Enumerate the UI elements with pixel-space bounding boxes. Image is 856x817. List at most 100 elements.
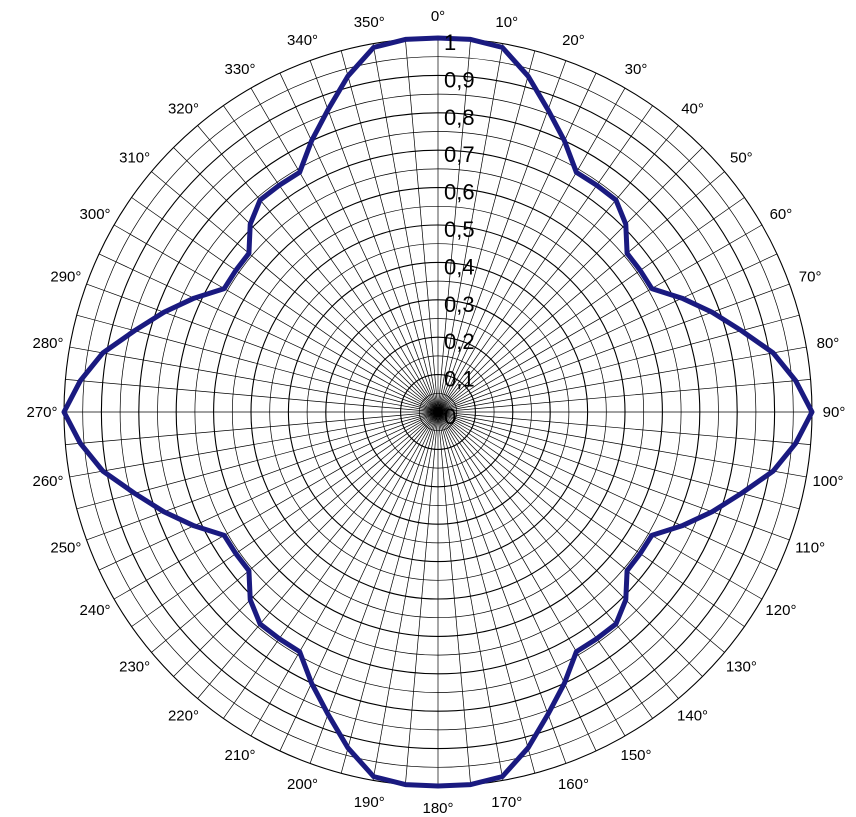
grid-spoke (309, 60, 439, 413)
grid-spoke (86, 411, 439, 541)
grid-spoke (437, 50, 536, 413)
angle-tick-label: 170° (491, 794, 522, 811)
grid-spoke (65, 411, 439, 445)
grid-spoke (405, 411, 439, 785)
grid-spoke (437, 253, 778, 413)
grid-spoke (279, 72, 439, 413)
radial-tick-label: 0,8 (444, 105, 475, 130)
angle-tick-label: 220° (168, 707, 199, 724)
grid-spoke (131, 197, 439, 413)
angle-tick-label: 260° (33, 473, 64, 490)
angle-tick-label: 160° (558, 776, 589, 793)
grid-spoke (437, 147, 703, 413)
grid-spoke (437, 411, 807, 478)
angle-tick-label: 110° (795, 539, 825, 556)
series-layer (61, 35, 815, 789)
grid-spoke (437, 379, 811, 413)
grid-spoke (437, 197, 745, 413)
radial-tick-label: 0,2 (444, 329, 475, 354)
radial-tick-label: 0,5 (444, 217, 475, 242)
grid-spoke (437, 411, 745, 627)
angle-tick-label: 350° (354, 14, 385, 31)
radial-tick-label: 0,9 (444, 67, 475, 92)
grid-spoke (437, 72, 597, 413)
angle-tick-label: 200° (287, 776, 318, 793)
grid-spoke (98, 411, 439, 571)
angle-tick-label: 120° (765, 602, 796, 619)
grid-spoke (98, 253, 439, 413)
grid-spoke (437, 411, 800, 510)
grid-spoke (76, 411, 439, 510)
angle-tick-label: 190° (354, 794, 385, 811)
grid-spoke (437, 39, 471, 413)
angle-tick-label: 80° (817, 335, 840, 352)
grid-spoke (113, 411, 439, 600)
grid-spoke (437, 105, 653, 413)
grid-spoke (250, 411, 439, 737)
grid-spoke (372, 43, 439, 413)
radial-tick-labels: 0 0,1 0,2 0,3 0,4 0,5 0,6 0,7 0,8 0,9 1 (444, 30, 475, 429)
grid-spoke (437, 411, 679, 699)
grid-spoke (86, 283, 439, 413)
grid-spoke (437, 224, 763, 413)
grid-spoke (437, 43, 504, 413)
grid-spoke (372, 411, 439, 781)
grid-spoke (250, 87, 439, 413)
angle-tick-label: 250° (50, 539, 81, 556)
angle-tick-label: 10° (495, 14, 518, 31)
angular-grid-spokes (64, 38, 812, 786)
grid-spoke (437, 411, 778, 571)
angle-tick-label: 30° (625, 61, 648, 78)
grid-spoke (437, 411, 471, 785)
radial-tick-label: 0,6 (444, 180, 475, 205)
grid-spoke (437, 60, 567, 413)
angle-tick-label: 280° (33, 335, 64, 352)
angle-tick-label: 270° (26, 404, 57, 421)
grid-spoke (151, 411, 439, 653)
grid-spoke (113, 224, 439, 413)
radial-tick-label: 0,3 (444, 292, 475, 317)
grid-spoke (131, 411, 439, 627)
grid-spoke (437, 87, 626, 413)
angle-tick-label: 340° (287, 32, 318, 49)
angle-tick-label: 240° (80, 602, 111, 619)
series-line (61, 35, 815, 789)
grid-spoke (437, 411, 626, 737)
grid-spoke (65, 379, 439, 413)
angle-tick-label: 60° (770, 206, 793, 223)
angle-tick-label: 90° (823, 404, 846, 421)
radial-tick-label: 1 (444, 30, 456, 55)
grid-spoke (437, 411, 811, 445)
angle-tick-label: 70° (799, 269, 822, 286)
grid-spoke (197, 411, 439, 699)
angle-tick-label: 150° (620, 747, 651, 764)
grid-spoke (437, 411, 763, 600)
grid-spoke (69, 346, 439, 413)
radial-tick-label: 0,7 (444, 142, 475, 167)
angle-tick-label: 230° (119, 659, 150, 676)
grid-spoke (437, 411, 725, 653)
radial-tick-label: 0,4 (444, 254, 475, 279)
radial-tick-label: 0 (444, 404, 456, 429)
grid-spoke (437, 125, 679, 413)
angle-tick-label: 310° (119, 149, 150, 166)
angle-tick-label: 320° (168, 101, 199, 118)
angle-tick-labels: 0° 10°20°30°40°50°60°70°80°90°100°110°120… (26, 8, 845, 817)
angle-tick-label: 330° (224, 61, 255, 78)
radial-tick-label: 0,1 (444, 367, 475, 392)
angle-tick-label: 140° (677, 707, 708, 724)
grid-spoke (437, 411, 567, 764)
grid-spoke (223, 105, 439, 413)
grid-spoke (437, 411, 597, 752)
grid-spoke (309, 411, 439, 764)
grid-spoke (437, 411, 653, 719)
grid-spoke (437, 346, 807, 413)
angle-tick-label: 130° (726, 659, 757, 676)
angle-tick-label: 0° (431, 8, 445, 25)
angle-tick-label: 300° (80, 206, 111, 223)
angle-tick-label: 20° (562, 32, 585, 49)
angle-tick-label: 180° (422, 800, 453, 817)
angle-tick-label: 290° (50, 269, 81, 286)
grid-spoke (279, 411, 439, 752)
